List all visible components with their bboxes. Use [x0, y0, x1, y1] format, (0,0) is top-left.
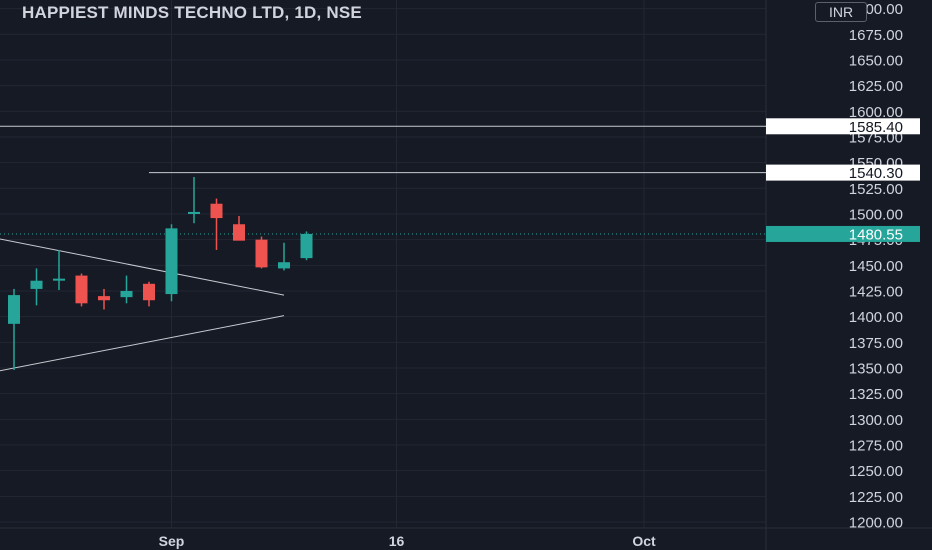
currency-button[interactable]: INR	[815, 2, 867, 22]
price-level-label-box	[766, 118, 920, 135]
price-level-label-box	[766, 164, 920, 181]
y-tick-label: 1450.00	[849, 258, 903, 275]
y-tick-label: 1650.00	[849, 52, 903, 69]
y-tick-label: 1350.00	[849, 360, 903, 377]
y-tick-label: 1200.00	[849, 515, 903, 532]
y-tick-label: 1400.00	[849, 309, 903, 326]
y-tick-label: 1275.00	[849, 437, 903, 454]
x-tick-label: Sep	[159, 533, 185, 549]
y-tick-label: 1525.00	[849, 181, 903, 198]
candle-body	[188, 211, 200, 214]
y-tick-label: 1675.00	[849, 27, 903, 44]
candle-body	[120, 290, 133, 298]
last-price-label: 1480.55	[849, 226, 903, 243]
candle-body	[233, 224, 245, 241]
candle-body	[278, 262, 290, 269]
candle-body	[300, 233, 313, 259]
candle-body	[75, 275, 88, 304]
y-tick-label: 1425.00	[849, 283, 903, 300]
candle-body	[165, 228, 178, 295]
trendline	[0, 238, 285, 296]
x-tick-label: Oct	[632, 533, 656, 549]
trendline	[0, 315, 285, 372]
price-level-label: 1540.30	[849, 165, 903, 182]
candle-body	[30, 280, 43, 289]
candle-body	[143, 283, 155, 301]
y-tick-label: 1250.00	[849, 463, 903, 480]
x-tick-label: 16	[389, 533, 405, 549]
y-tick-label: 1225.00	[849, 489, 903, 506]
y-tick-label: 1300.00	[849, 412, 903, 429]
price-level-label: 1585.40	[849, 119, 903, 136]
y-tick-label: 1325.00	[849, 386, 903, 403]
candle-body	[210, 203, 223, 219]
y-tick-label: 1375.00	[849, 335, 903, 352]
y-tick-label: 1500.00	[849, 206, 903, 223]
candle-body	[8, 295, 20, 324]
last-price-badge	[766, 225, 920, 242]
y-tick-label: 1600.00	[849, 104, 903, 121]
chart-title: HAPPIEST MINDS TECHNO LTD, 1D, NSE	[22, 3, 362, 22]
y-tick-label: 1625.00	[849, 78, 903, 95]
candle-body	[98, 296, 110, 301]
candle-body	[255, 239, 268, 268]
candle-body	[53, 278, 65, 281]
